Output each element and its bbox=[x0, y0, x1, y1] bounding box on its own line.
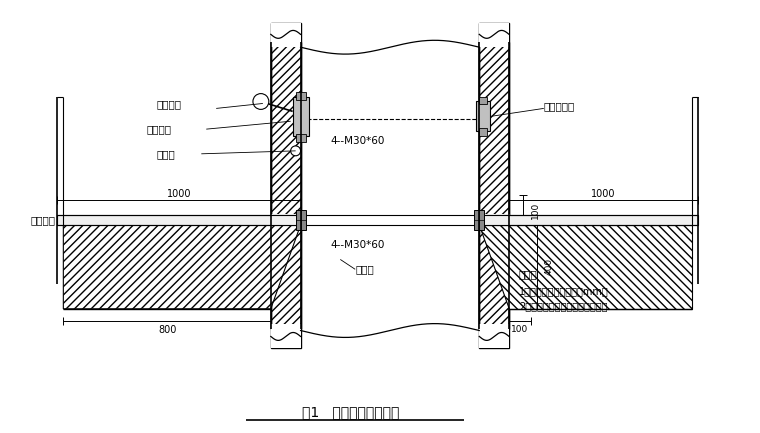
Bar bbox=[480, 23, 509, 47]
Text: 图1   切割机结构示意图: 图1 切割机结构示意图 bbox=[302, 405, 399, 420]
Bar bbox=[477, 101, 490, 131]
Text: 1、图中标注尺寸单位为mm；: 1、图中标注尺寸单位为mm； bbox=[519, 286, 609, 296]
Bar bbox=[296, 92, 306, 100]
Bar bbox=[480, 97, 487, 104]
Text: 操作平台: 操作平台 bbox=[30, 215, 55, 225]
Bar bbox=[480, 214, 510, 226]
Text: 2、操作平台加工工艺另图表示。: 2、操作平台加工工艺另图表示。 bbox=[519, 301, 607, 311]
Bar bbox=[271, 23, 301, 348]
Bar bbox=[480, 23, 509, 348]
Bar bbox=[293, 97, 309, 136]
Bar bbox=[474, 210, 484, 230]
Text: 操作手柄: 操作手柄 bbox=[147, 124, 172, 134]
Text: 4--M30*60: 4--M30*60 bbox=[331, 136, 385, 146]
Bar bbox=[271, 323, 301, 348]
Text: 皮带轮: 皮带轮 bbox=[157, 149, 176, 159]
Text: 行走轨道圈: 行走轨道圈 bbox=[544, 101, 575, 111]
Text: 1000: 1000 bbox=[591, 189, 616, 199]
Polygon shape bbox=[480, 225, 692, 309]
Text: 大管桩: 大管桩 bbox=[355, 264, 374, 275]
Bar bbox=[480, 323, 509, 348]
Text: 4--M30*60: 4--M30*60 bbox=[331, 239, 385, 250]
Bar bbox=[296, 210, 306, 230]
Polygon shape bbox=[63, 225, 301, 309]
Circle shape bbox=[253, 94, 269, 110]
Text: 说明：: 说明： bbox=[519, 269, 538, 279]
Bar bbox=[271, 23, 301, 47]
Bar bbox=[271, 214, 302, 226]
Text: 800: 800 bbox=[158, 324, 176, 335]
Text: 100: 100 bbox=[511, 325, 529, 334]
Text: 切割锯片: 切割锯片 bbox=[157, 100, 182, 110]
Bar bbox=[480, 128, 487, 136]
Circle shape bbox=[290, 146, 301, 156]
Text: 400: 400 bbox=[545, 258, 554, 275]
Bar bbox=[57, 215, 301, 225]
Text: 1000: 1000 bbox=[166, 189, 192, 199]
Text: 100: 100 bbox=[531, 201, 540, 219]
Bar bbox=[480, 215, 698, 225]
Bar bbox=[296, 134, 306, 142]
